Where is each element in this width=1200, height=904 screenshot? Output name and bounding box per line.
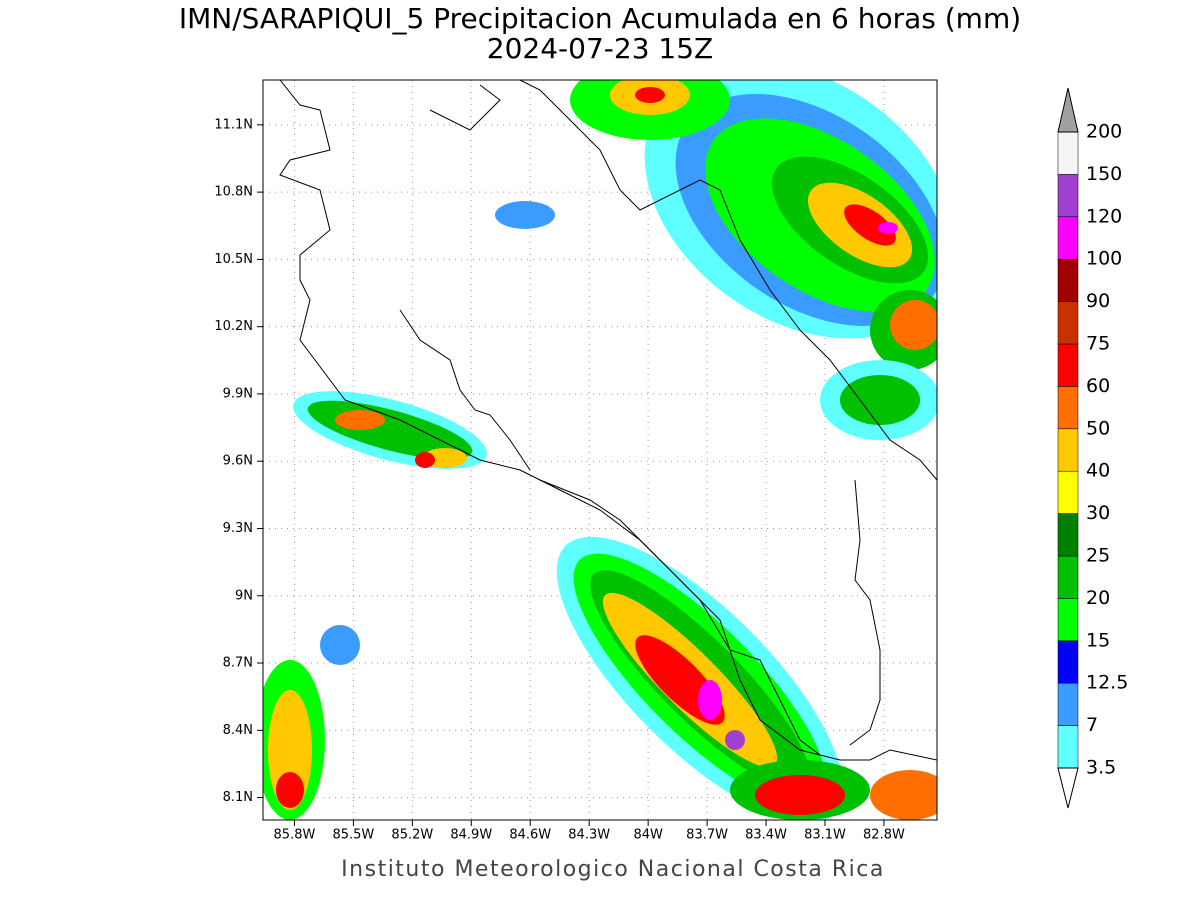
colorbar-label: 30 [1086, 502, 1110, 524]
colorbar-segment [1057, 682, 1079, 726]
y-tick-label: 11.1N [214, 117, 253, 132]
colorbar-label: 90 [1086, 290, 1110, 312]
colorbar-segment [1057, 343, 1079, 387]
x-tick-label: 84.6W [509, 828, 551, 843]
x-tick-label: 84W [633, 828, 663, 843]
colorbar: 3.5 7 12.5 15 20 25 30 40 50 60 75 90 100 120 150 200 [1057, 87, 1128, 809]
colorbar-label: 60 [1086, 375, 1110, 397]
colorbar-label: 12.5 [1086, 672, 1128, 694]
axis-ticks: 85.8W 85.5W 85.2W 84.9W 84.6W 84.3W 84W 83.7W 83… [214, 117, 905, 842]
colorbar-under [1057, 767, 1079, 809]
colorbar-segment [1057, 258, 1079, 302]
footer: Instituto Meteorologico Nacional Costa R… [341, 857, 885, 882]
x-tick-label: 84.9W [450, 828, 492, 843]
subtitle: 2024-07-23 15Z [487, 32, 713, 65]
x-tick-label: 84.3W [568, 828, 610, 843]
y-tick-label: 9N [235, 588, 253, 603]
coastline [279, 80, 937, 761]
map-frame [262, 79, 938, 821]
y-tick-label: 8.7N [223, 656, 253, 671]
y-tick-label: 8.1N [223, 790, 253, 805]
y-tick-label: 9.3N [223, 521, 253, 536]
x-tick-label: 85.2W [391, 828, 433, 843]
rain-ne [570, 80, 937, 440]
colorbar-segment [1057, 470, 1079, 514]
x-tick-label: 83.4W [745, 828, 787, 843]
colorbar-segment [1057, 428, 1079, 472]
x-tick-label: 85.5W [332, 828, 374, 843]
colorbar-label: 150 [1086, 163, 1122, 185]
y-tick-label: 9.6N [223, 454, 253, 469]
y-tick-label: 10.2N [214, 319, 253, 334]
x-tick-label: 83.7W [686, 828, 728, 843]
colorbar-segment [1057, 131, 1079, 175]
x-tick-label: 85.8W [274, 828, 316, 843]
colorbar-segment [1057, 386, 1079, 430]
colorbar-label: 3.5 [1086, 757, 1116, 779]
colorbar-segment [1057, 174, 1079, 218]
colorbar-label: 100 [1086, 248, 1122, 270]
x-tick-label: 83.1W [804, 828, 846, 843]
colorbar-label: 7 [1086, 714, 1098, 736]
rain-nw [293, 201, 555, 469]
title: IMN/SARAPIQUI_5 Precipitacion Acumulada … [179, 2, 1021, 35]
colorbar-label: 120 [1086, 205, 1122, 227]
colorbar-segment [1057, 216, 1079, 260]
colorbar-label: 40 [1086, 460, 1110, 482]
colorbar-segment [1057, 598, 1079, 642]
colorbar-label: 15 [1086, 629, 1110, 651]
colorbar-segment [1057, 301, 1079, 345]
y-tick-label: 10.5N [214, 252, 253, 267]
colorbar-label: 50 [1086, 417, 1110, 439]
y-tick-label: 9.9N [223, 386, 253, 401]
colorbar-segment [1057, 640, 1079, 684]
colorbar-over [1057, 87, 1079, 133]
colorbar-segment [1057, 555, 1079, 599]
rain-s [263, 536, 937, 820]
y-tick-label: 8.4N [223, 723, 253, 738]
colorbar-label: 20 [1086, 587, 1110, 609]
y-tick-label: 10.8N [214, 185, 253, 200]
colorbar-segment [1057, 513, 1079, 557]
colorbar-label: 25 [1086, 545, 1110, 567]
precipitation-field [263, 80, 937, 820]
colorbar-label: 75 [1086, 333, 1110, 355]
colorbar-segment [1057, 725, 1079, 769]
colorbar-label: 200 [1086, 121, 1122, 143]
x-tick-label: 82.8W [863, 828, 905, 843]
